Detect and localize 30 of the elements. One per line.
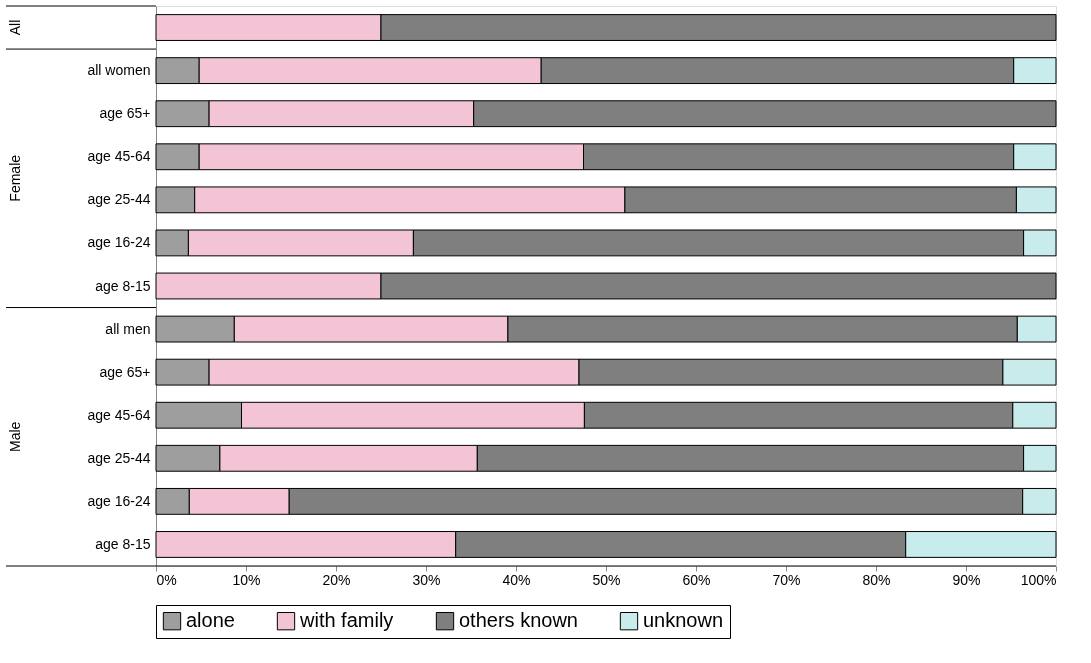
x-tick-label: 50% <box>592 571 621 588</box>
legend-label: alone <box>186 609 235 632</box>
x-tick-label: 20% <box>322 571 351 588</box>
y-tick-label: age 25-44 <box>87 449 151 466</box>
y-tick-label: age 65+ <box>99 105 151 122</box>
y-tick-label: age 25-44 <box>87 191 151 208</box>
x-tick-label: 80% <box>862 571 891 588</box>
y-tick-label: age 8-15 <box>95 277 151 294</box>
legend-label: others known <box>459 609 578 632</box>
x-tick-label: 100% <box>1020 571 1057 588</box>
text: Female <box>7 154 23 202</box>
y-tick-label: all women <box>87 62 151 79</box>
y-tick-label: age 16-24 <box>87 492 151 509</box>
text: All <box>7 19 23 36</box>
y-tick-label: age 8-15 <box>95 535 151 552</box>
text: Male <box>7 421 23 452</box>
y-tick-label: age 65+ <box>99 363 151 380</box>
x-tick-label: 10% <box>232 571 261 588</box>
y-tick-label: age 45-64 <box>87 406 151 423</box>
x-tick-label: 70% <box>772 571 801 588</box>
legend-label: unknown <box>643 609 724 632</box>
x-tick-label: 40% <box>502 571 531 588</box>
legend-label: with family <box>299 609 394 632</box>
y-tick-label: age 45-64 <box>87 148 151 165</box>
x-tick-label: 90% <box>952 571 981 588</box>
y-tick-label: age 16-24 <box>87 234 151 251</box>
x-tick-label: 0% <box>156 571 177 588</box>
y-tick-label: all men <box>105 320 151 337</box>
x-tick-label: 60% <box>682 571 711 588</box>
x-tick-label: 30% <box>412 571 441 588</box>
